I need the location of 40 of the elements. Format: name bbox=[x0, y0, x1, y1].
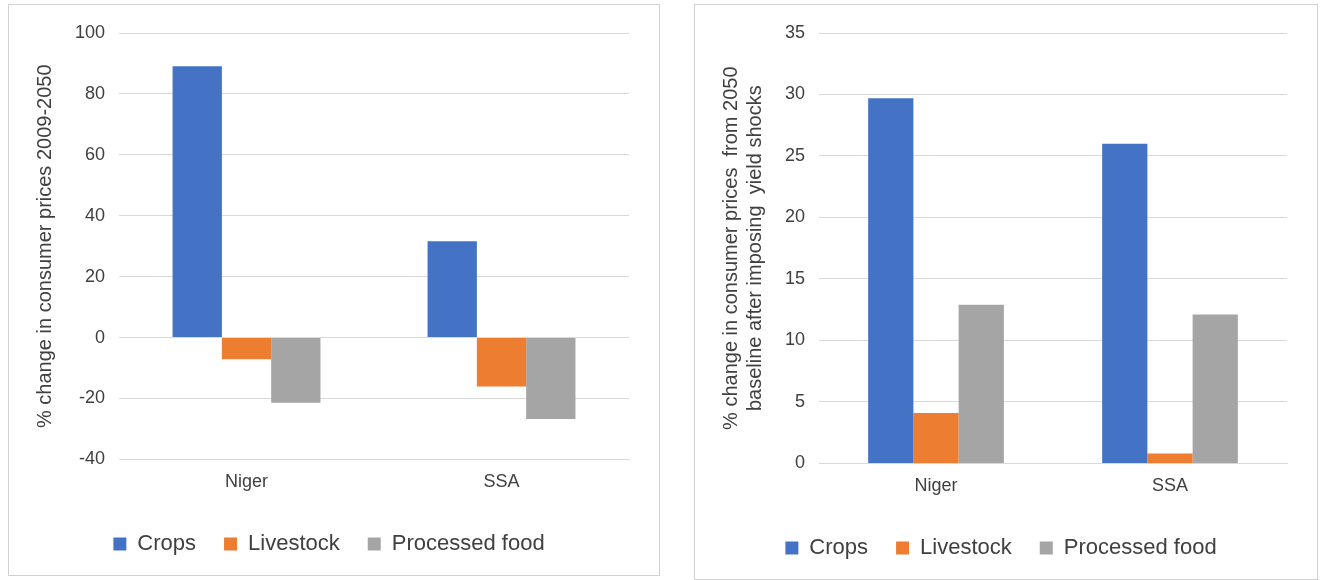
y-tick-label: 10 bbox=[784, 329, 806, 350]
legend-label: Crops bbox=[809, 534, 869, 560]
y-axis-title: % change in consumer prices 2009-2050 bbox=[32, 64, 55, 428]
legend-label: Livestock bbox=[248, 530, 341, 556]
bar bbox=[868, 98, 914, 463]
legend-label: Crops bbox=[137, 530, 197, 556]
y-tick-label: 20 bbox=[784, 206, 806, 227]
bar bbox=[427, 241, 477, 338]
y-tick-label: 0 bbox=[795, 452, 806, 473]
bar bbox=[172, 66, 222, 338]
legend-label: Processed food bbox=[391, 530, 545, 556]
y-tick-label: 0 bbox=[95, 326, 106, 347]
x-tick-label: SSA bbox=[483, 471, 520, 492]
y-tick-label: 80 bbox=[85, 82, 106, 103]
bar bbox=[526, 338, 576, 419]
y-tick-label: 15 bbox=[784, 267, 806, 288]
bar bbox=[1102, 143, 1148, 463]
y-tick-label: 40 bbox=[85, 204, 106, 225]
bar bbox=[1147, 453, 1193, 463]
x-tick-label: SSA bbox=[1151, 475, 1189, 496]
y-tick-label: 100 bbox=[74, 21, 106, 42]
bar bbox=[1192, 314, 1238, 463]
y-tick-label: 30 bbox=[784, 83, 806, 104]
y-axis-title: % change in consumer prices from 2050 baseline after imposing yield shocks bbox=[718, 66, 765, 430]
y-tick-label: 25 bbox=[784, 144, 806, 165]
legend-label: Livestock bbox=[920, 534, 1013, 560]
y-tick-label: -40 bbox=[79, 448, 106, 469]
y-tick-label: 20 bbox=[85, 265, 106, 286]
y-tick-label: 5 bbox=[795, 390, 806, 411]
bar bbox=[271, 338, 321, 403]
y-tick-label: -20 bbox=[79, 387, 106, 408]
y-tick-label: 35 bbox=[784, 21, 806, 42]
bar bbox=[958, 304, 1004, 463]
x-tick-label: Niger bbox=[225, 471, 269, 492]
y-tick-label: 60 bbox=[85, 143, 106, 164]
bar bbox=[913, 412, 959, 463]
legend-label: Processed food bbox=[1063, 534, 1217, 560]
bar bbox=[221, 338, 272, 360]
bar bbox=[476, 338, 527, 387]
x-tick-label: Niger bbox=[914, 475, 958, 496]
